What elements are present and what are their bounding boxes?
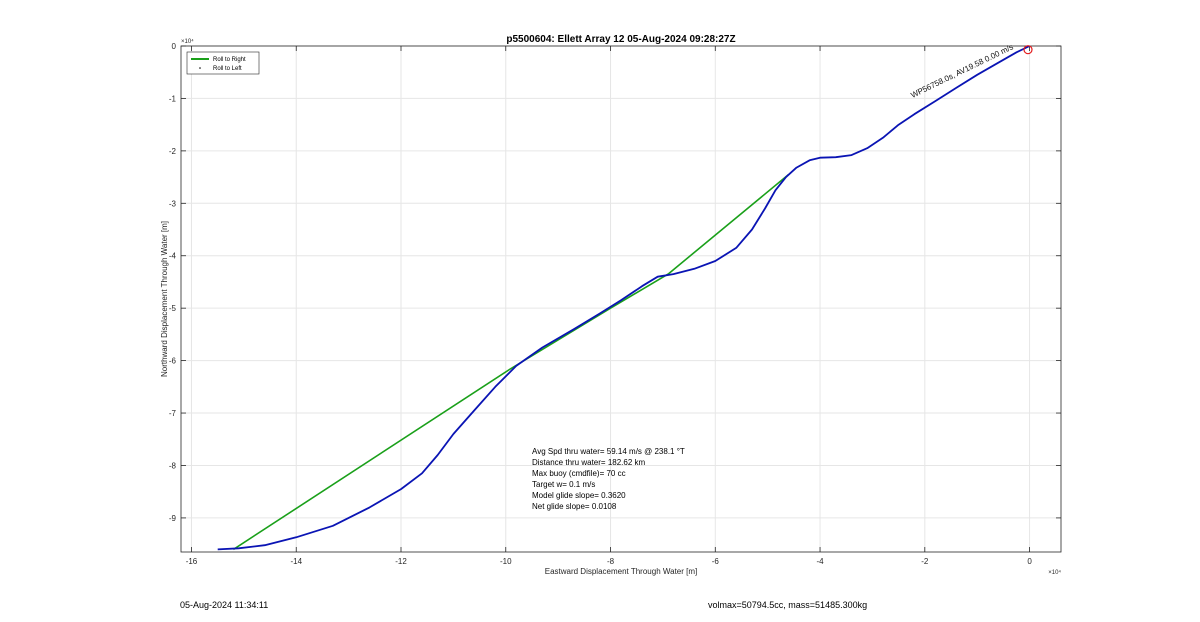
y-tick-label: -9 [169,514,177,523]
x-exponent-label: ×10⁴ [1048,569,1061,576]
x-tick-label: -12 [395,557,407,566]
x-tick-label: -10 [500,557,512,566]
series-line-roll-right [232,173,790,551]
axes-box [180,45,1062,553]
legend-label-roll-left: Roll to Left [213,66,242,72]
series-line-roll-left [217,45,1030,551]
legend-box [186,51,260,75]
annotation-line: Model glide slope= 0.3620 [532,491,626,500]
y-tick-label: -2 [169,147,177,156]
y-tick-label: 0 [172,42,177,51]
annotation-line: Net glide slope= 0.0108 [532,502,617,511]
x-tick-label: 0 [1027,557,1032,566]
x-axis-label: Eastward Displacement Through Water [m] [545,567,698,576]
legend-swatch-roll-left [199,67,201,69]
x-tick-label: -14 [290,557,302,566]
annotation-line: Distance thru water= 182.62 km [532,458,646,467]
footer-volmass: volmax=50794.5cc, mass=51485.300kg [708,600,868,610]
y-exponent-label: ×10⁴ [181,38,194,45]
y-axis-label: Northward Displacement Through Water [m] [160,221,169,377]
x-tick-label: -16 [186,557,198,566]
chart-title: p5500604: Ellett Array 12 05-Aug-2024 09… [506,34,735,45]
y-tick-label: -6 [169,357,177,366]
annotation-line: Target w= 0.1 m/s [532,480,595,489]
y-tick-label: -3 [169,199,177,208]
y-tick-label: -4 [169,252,177,261]
plot-area [181,46,1061,552]
y-tick-label: -7 [169,409,177,418]
x-tick-label: -8 [607,557,615,566]
x-tick-label: -4 [816,557,824,566]
annotation-line: Avg Spd thru water= 59.14 m/s @ 238.1 °T [532,447,685,456]
y-tick-label: -8 [169,461,177,470]
x-tick-label: -2 [921,557,929,566]
y-tick-label: -1 [169,94,177,103]
x-tick-label: -6 [712,557,720,566]
y-tick-label: -5 [169,304,177,313]
footer-timestamp: 05-Aug-2024 11:34:11 [180,600,269,610]
end-marker [1023,45,1033,55]
legend-label-roll-right: Roll to Right [213,57,246,63]
annotation-line: Max buoy (cmdfile)= 70 cc [532,469,626,478]
